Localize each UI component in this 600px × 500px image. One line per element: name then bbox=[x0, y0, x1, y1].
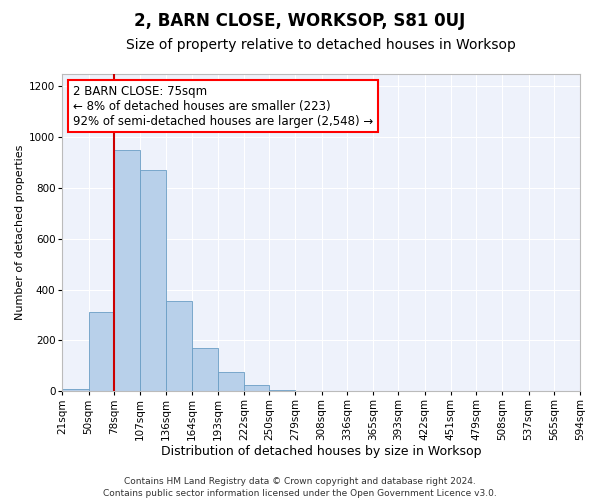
X-axis label: Distribution of detached houses by size in Worksop: Distribution of detached houses by size … bbox=[161, 444, 481, 458]
Bar bbox=[62, 388, 89, 392]
Bar bbox=[244, 385, 269, 392]
Bar bbox=[166, 301, 191, 392]
Title: Size of property relative to detached houses in Worksop: Size of property relative to detached ho… bbox=[126, 38, 516, 52]
Bar bbox=[191, 348, 218, 392]
Y-axis label: Number of detached properties: Number of detached properties bbox=[15, 144, 25, 320]
Bar bbox=[140, 170, 166, 392]
Bar bbox=[218, 372, 244, 392]
Text: Contains HM Land Registry data © Crown copyright and database right 2024.
Contai: Contains HM Land Registry data © Crown c… bbox=[103, 476, 497, 498]
Bar bbox=[89, 312, 114, 392]
Text: 2 BARN CLOSE: 75sqm
← 8% of detached houses are smaller (223)
92% of semi-detach: 2 BARN CLOSE: 75sqm ← 8% of detached hou… bbox=[73, 84, 373, 128]
Text: 2, BARN CLOSE, WORKSOP, S81 0UJ: 2, BARN CLOSE, WORKSOP, S81 0UJ bbox=[134, 12, 466, 30]
Bar bbox=[114, 150, 140, 392]
Bar bbox=[269, 390, 295, 392]
